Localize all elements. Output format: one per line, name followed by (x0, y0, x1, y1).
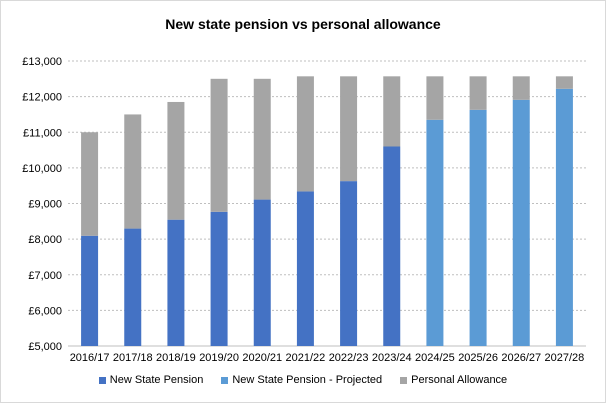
bar-personal-allowance (124, 114, 142, 229)
chart-legend: New State Pension New State Pension - Pro… (0, 374, 606, 386)
bar-personal-allowance (426, 76, 444, 120)
y-tick-label: £11,000 (23, 127, 62, 139)
bar-new-state-pension (340, 181, 358, 346)
bar-new-state-pension-projected (426, 119, 444, 346)
x-tick-label: 2021/22 (286, 352, 326, 364)
bar-personal-allowance (340, 76, 358, 182)
x-tick-label: 2017/18 (113, 352, 153, 364)
bar-new-state-pension (167, 219, 185, 346)
legend-swatch (98, 376, 106, 384)
bar-personal-allowance (296, 76, 314, 192)
x-tick-label: 2020/21 (242, 352, 282, 364)
bar-personal-allowance (383, 76, 401, 147)
bar-personal-allowance (512, 76, 530, 100)
bar-personal-allowance (81, 132, 99, 236)
bar-personal-allowance (555, 76, 573, 89)
y-tick-label: £13,000 (22, 56, 62, 68)
bar-personal-allowance (253, 78, 271, 200)
legend-label: New State Pension - Projected (232, 374, 383, 386)
y-tick-label: £6,000 (28, 305, 62, 317)
x-tick-label: 2024/25 (415, 352, 455, 364)
x-tick-label: 2022/23 (329, 352, 369, 364)
bar-new-state-pension (210, 211, 228, 346)
bar-new-state-pension (124, 228, 142, 346)
x-tick-label: 2027/28 (545, 352, 585, 364)
y-tick-label: £8,000 (28, 234, 62, 246)
bar-personal-allowance (469, 76, 487, 110)
bar-new-state-pension (383, 146, 401, 346)
y-tick-label: £9,000 (28, 199, 62, 211)
bar-personal-allowance (167, 101, 185, 220)
chart-title: New state pension vs personal allowance (165, 16, 441, 32)
legend-swatch (400, 376, 408, 384)
legend-swatch (221, 376, 229, 384)
legend-item: New State Pension - Projected (221, 374, 382, 386)
bar-new-state-pension (253, 199, 271, 346)
bar-new-state-pension-projected (512, 99, 530, 346)
legend-item: New State Pension (98, 374, 204, 386)
x-tick-label: 2018/19 (156, 352, 196, 364)
y-tick-label: £10,000 (22, 163, 62, 175)
y-tick-label: £5,000 (28, 341, 62, 353)
x-tick-label: 2026/27 (501, 352, 541, 364)
y-tick-label: £12,000 (22, 92, 62, 104)
legend-label: Personal Allowance (411, 374, 508, 386)
bar-personal-allowance (210, 78, 228, 212)
bar-new-state-pension (296, 191, 314, 346)
bar-new-state-pension-projected (555, 88, 573, 346)
legend-item: Personal Allowance (400, 374, 507, 386)
y-tick-label: £7,000 (28, 270, 62, 282)
x-tick-label: 2019/20 (199, 352, 239, 364)
bar-new-state-pension (81, 235, 99, 346)
x-tick-label: 2016/17 (70, 352, 110, 364)
x-tick-label: 2025/26 (458, 352, 498, 364)
x-tick-label: 2023/24 (372, 352, 412, 364)
legend-label: New State Pension (109, 374, 204, 386)
bar-new-state-pension-projected (469, 109, 487, 347)
